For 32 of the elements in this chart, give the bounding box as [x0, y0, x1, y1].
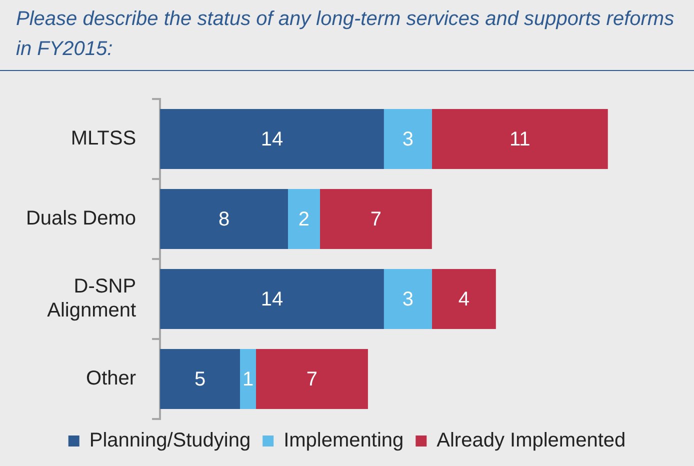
data-label: 8 [218, 208, 230, 231]
chart-title: Please describe the status of any long-term services and supports reforms in FY2015: [0, 0, 694, 71]
bar [160, 189, 288, 249]
bar [384, 269, 432, 329]
y-tick-label: Other [86, 368, 136, 390]
bar [256, 349, 368, 409]
data-label: 11 [510, 128, 530, 151]
data-label: 7 [370, 208, 382, 231]
bar [288, 189, 320, 249]
data-label: 1 [242, 368, 254, 391]
bar [384, 109, 432, 169]
bar [432, 269, 496, 329]
legend-label: Planning/Studying [89, 430, 251, 452]
bar [160, 269, 384, 329]
bar [320, 189, 432, 249]
bar [432, 109, 608, 169]
y-tick-label: D-SNP Alignment [47, 276, 136, 322]
data-label: 14 [260, 128, 284, 151]
data-label: 3 [402, 288, 414, 311]
data-label: 3 [402, 128, 414, 151]
bar [160, 349, 240, 409]
legend-label: Already Implemented [436, 430, 626, 452]
data-label: 5 [194, 368, 206, 391]
y-tick-label: MLTSS [70, 128, 136, 150]
y-tick-label: Duals Demo [26, 208, 136, 230]
bar [240, 349, 256, 409]
data-label: 4 [458, 288, 470, 311]
bar [160, 109, 384, 169]
data-label: 7 [306, 368, 318, 391]
legend-label: Implementing [284, 430, 404, 452]
data-label: 14 [260, 288, 284, 311]
data-label: 2 [298, 208, 310, 231]
